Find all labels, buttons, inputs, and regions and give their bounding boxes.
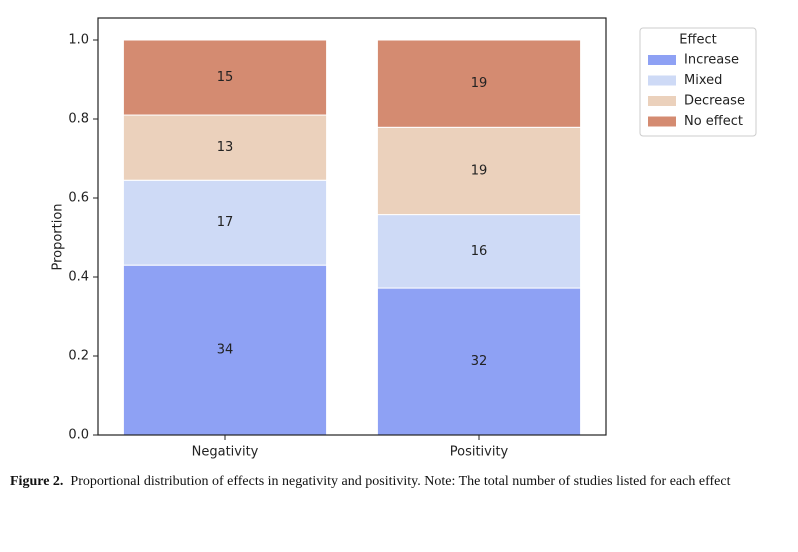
value-label: 15 xyxy=(217,70,234,85)
legend-title: Effect xyxy=(679,33,716,48)
value-label: 19 xyxy=(471,76,488,91)
plot-frame xyxy=(97,17,607,436)
y-axis-label: Proportion xyxy=(51,203,66,270)
y-tick-label: 0.4 xyxy=(68,270,89,285)
legend-label: Mixed xyxy=(684,73,722,88)
chart: Proportion 0.0 0.2 0.4 0.6 0.8 1.0 34 17 13 15 Neg… xyxy=(51,17,757,460)
bar-segment xyxy=(376,287,582,436)
legend-swatch xyxy=(648,116,676,127)
caption: Figure 2. Proportional distribution of e… xyxy=(10,474,790,490)
x-tick-label: Positivity xyxy=(450,445,509,460)
bar-segment xyxy=(122,264,328,436)
legend-label: Increase xyxy=(684,53,739,68)
legend-label: Decrease xyxy=(684,94,745,109)
value-label: 34 xyxy=(217,343,234,358)
value-label: 13 xyxy=(217,140,234,155)
y-tick-label: 0.6 xyxy=(68,191,89,206)
value-label: 16 xyxy=(471,244,488,259)
value-label: 17 xyxy=(217,215,234,230)
y-tick-label: 0.2 xyxy=(68,349,89,364)
y-tick-label: 1.0 xyxy=(68,33,89,48)
caption-label: Figure 2. xyxy=(10,474,64,489)
bar-segment xyxy=(122,114,328,181)
bar-segment xyxy=(376,214,582,289)
x-tick-label: Negativity xyxy=(192,445,259,460)
bar-segment xyxy=(376,39,582,128)
caption-text: Proportional distribution of effects in … xyxy=(70,474,731,489)
bar-segment xyxy=(122,39,328,116)
legend-swatch xyxy=(648,96,676,106)
value-label: 19 xyxy=(471,163,488,178)
bar-segment xyxy=(376,126,582,216)
value-label: 32 xyxy=(471,354,488,369)
legend-swatch xyxy=(648,75,676,86)
bar-segment xyxy=(122,179,328,266)
legend-label: No effect xyxy=(684,114,743,129)
legend-swatch xyxy=(648,55,676,65)
y-tick-label: 0.8 xyxy=(68,112,89,127)
y-tick-label: 0.0 xyxy=(68,428,89,443)
